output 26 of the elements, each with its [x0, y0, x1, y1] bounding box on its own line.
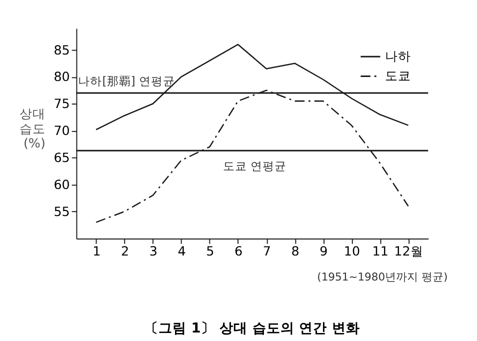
- text: (1951~1980년까지 평균): [317, 270, 448, 284]
- y-tick-label: 70: [54, 123, 70, 138]
- legend-label: 도쿄: [385, 68, 412, 84]
- text: 〔그림 1〕 상대 습도의 연간 변화: [144, 320, 360, 336]
- y-tick-label: 60: [54, 176, 70, 192]
- x-tick-label: 2: [120, 244, 130, 259]
- x-tick-label: 7: [262, 244, 271, 259]
- ref-line-label: 도쿄 연평균: [222, 159, 287, 174]
- x-tick-label: 3: [149, 244, 158, 259]
- y-tick-label: 75: [54, 96, 70, 112]
- x-tick-label: 12월: [394, 244, 424, 259]
- x-tick-label: 9: [320, 244, 328, 259]
- y-tick-label: 85: [54, 42, 70, 58]
- x-tick-label: 1: [92, 244, 101, 259]
- x-tick-label: 8: [291, 244, 300, 259]
- y-tick-label: 80: [54, 69, 70, 84]
- x-tick-label: 5: [206, 244, 214, 259]
- ref-line-label: 나하[那覇] 연평균: [78, 74, 176, 88]
- y-tick-label: 55: [54, 204, 70, 219]
- x-tick-label: 4: [178, 244, 186, 259]
- legend-label: 나하: [385, 48, 412, 64]
- y-axis-title: 상대 습도 (%): [19, 106, 46, 151]
- x-tick-label: 11: [372, 244, 388, 259]
- x-tick-label: 6: [234, 244, 243, 259]
- y-tick-label: 65: [54, 150, 70, 166]
- x-tick-label: 10: [344, 244, 360, 259]
